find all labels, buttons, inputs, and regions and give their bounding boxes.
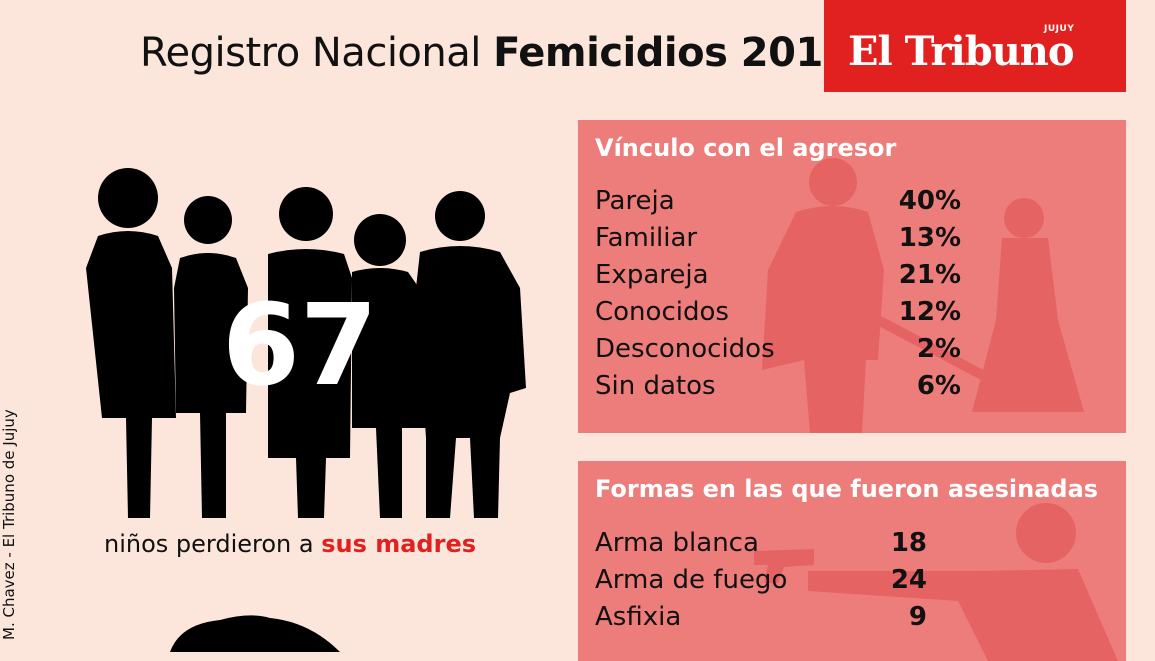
list-item: Sin datos 6% <box>595 371 1035 408</box>
logo-name: El Tribuno <box>848 28 1075 75</box>
row-value: 9 <box>908 602 927 632</box>
row-value: 40% <box>898 186 961 216</box>
vinculo-title: Vínculo con el agresor <box>595 134 897 162</box>
children-silhouettes <box>80 168 530 528</box>
title-bold: Femicidios 2019 <box>493 30 851 76</box>
photo-credit: M. Chavez - El Tribuno de Jujuy <box>0 409 18 640</box>
row-label: Conocidos <box>595 297 729 327</box>
list-item: Arma blanca 18 <box>595 528 1035 565</box>
el-tribuno-logo: El Tribuno JUJUY <box>824 0 1126 92</box>
row-value: 24 <box>890 565 927 595</box>
row-label: Arma de fuego <box>595 565 788 595</box>
row-label: Familiar <box>595 223 698 253</box>
formas-title: Formas en las que fueron asesinadas <box>595 475 1099 503</box>
list-item: Asfixia 9 <box>595 602 1035 639</box>
formas-panel: Formas en las que fueron asesinadas Arma… <box>578 461 1126 661</box>
row-label: Asfixia <box>595 602 682 632</box>
row-label: Sin datos <box>595 371 716 401</box>
vinculo-panel: Vínculo con el agresor Pareja 40% Famili… <box>578 120 1126 433</box>
list-item: Arma de fuego 24 <box>595 565 1035 602</box>
shooter-silhouette <box>754 503 1118 661</box>
caption-red: sus madres <box>321 530 477 558</box>
list-item: Desconocidos 2% <box>595 334 1035 371</box>
row-value: 21% <box>898 260 961 290</box>
list-item: Pareja 40% <box>595 186 1035 223</box>
children-count: 67 <box>222 281 378 411</box>
row-value: 18 <box>890 528 927 558</box>
list-item: Conocidos 12% <box>595 297 1035 334</box>
row-label: Arma blanca <box>595 528 759 558</box>
list-item: Expareja 21% <box>595 260 1035 297</box>
row-label: Expareja <box>595 260 709 290</box>
row-value: 13% <box>898 223 961 253</box>
row-value: 6% <box>916 371 961 401</box>
list-item: Familiar 13% <box>595 223 1035 260</box>
title-light: Registro Nacional <box>140 30 494 76</box>
caption-plain: niños perdieron a <box>104 530 322 558</box>
page-title: Registro Nacional Femicidios 2019 <box>140 30 851 76</box>
children-caption: niños perdieron a sus madres <box>104 530 476 558</box>
bottom-silhouette <box>170 615 340 652</box>
row-value: 2% <box>916 334 961 364</box>
row-label: Pareja <box>595 186 675 216</box>
row-label: Desconocidos <box>595 334 775 364</box>
couple-silhouette <box>762 158 1084 433</box>
logo-sub: JUJUY <box>1044 24 1075 34</box>
row-value: 12% <box>898 297 961 327</box>
